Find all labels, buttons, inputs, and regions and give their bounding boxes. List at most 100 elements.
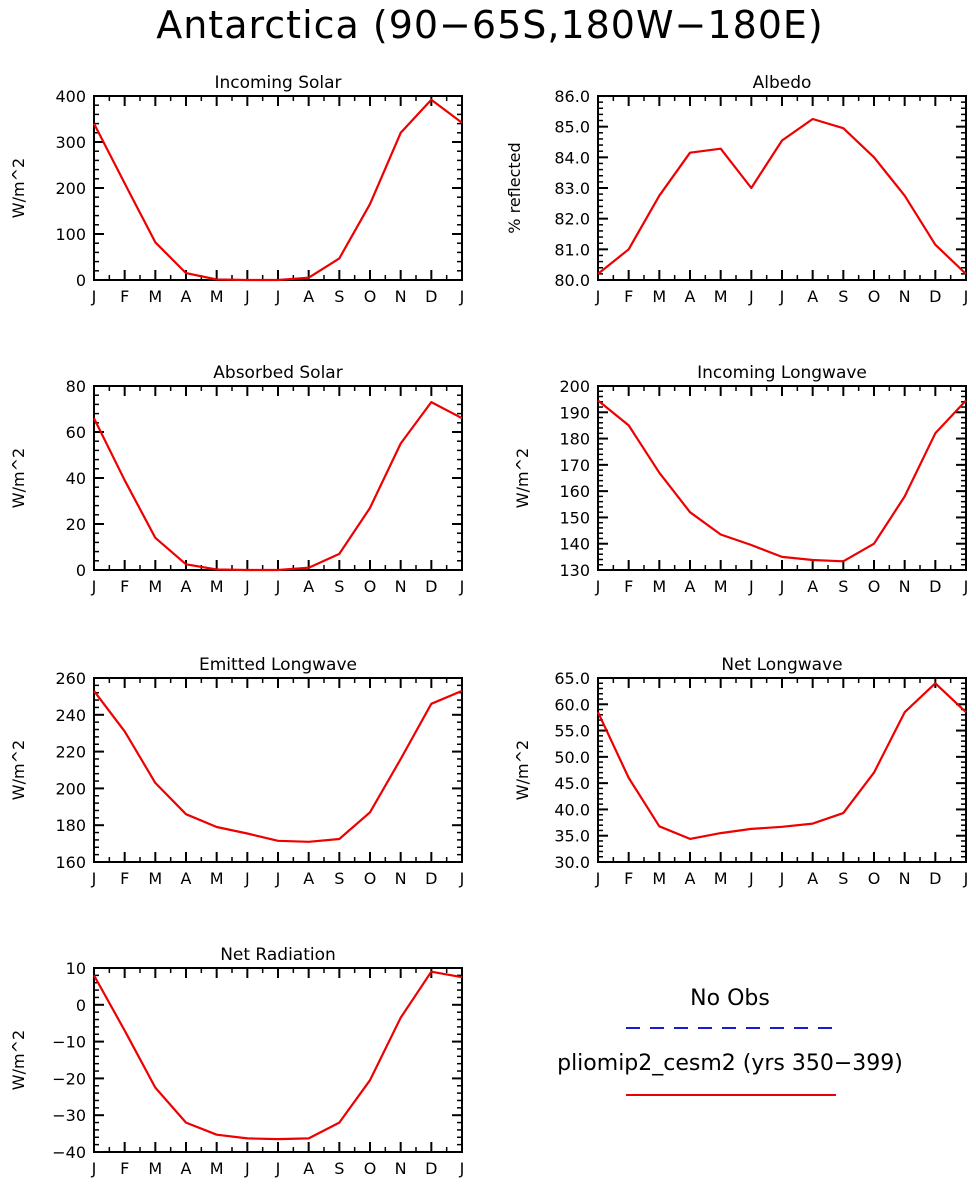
x-tick-label: M	[148, 1159, 162, 1178]
x-tick-label: A	[685, 869, 696, 888]
y-tick-label: 83.0	[554, 179, 590, 198]
y-axis-label: W/m^2	[9, 1030, 28, 1090]
x-tick-label: N	[899, 287, 911, 306]
x-tick-label: A	[181, 1159, 192, 1178]
x-tick-label: M	[210, 577, 224, 596]
x-tick-label: J	[91, 869, 97, 888]
x-tick-label: J	[244, 287, 250, 306]
y-tick-label: 82.0	[554, 210, 590, 229]
x-tick-label: A	[303, 1159, 314, 1178]
x-tick-label: J	[244, 577, 250, 596]
x-tick-label: J	[275, 287, 281, 306]
x-tick-label: J	[459, 1159, 465, 1178]
x-tick-label: M	[210, 1159, 224, 1178]
x-tick-label: D	[425, 577, 437, 596]
y-axis-label: % reflected	[505, 142, 524, 233]
x-tick-label: O	[364, 287, 377, 306]
x-tick-label: J	[275, 1159, 281, 1178]
y-tick-label: 200	[55, 779, 86, 798]
legend-model-label: pliomip2_cesm2 (yrs 350−399)	[557, 1051, 903, 1076]
x-tick-label: S	[334, 577, 344, 596]
y-tick-label: 240	[55, 706, 86, 725]
y-tick-label: 50.0	[554, 748, 590, 767]
x-tick-label: J	[275, 869, 281, 888]
plot-frame	[93, 385, 463, 571]
x-tick-label: A	[181, 577, 192, 596]
series-line-0	[93, 401, 463, 572]
y-tick-label: 130	[559, 561, 590, 580]
x-tick-label: J	[595, 869, 601, 888]
x-tick-label: J	[459, 287, 465, 306]
y-tick-label: 300	[55, 133, 86, 152]
x-tick-label: O	[868, 577, 881, 596]
x-tick-label: F	[120, 577, 129, 596]
panel-title: Absorbed Solar	[213, 363, 342, 383]
x-tick-label: F	[624, 287, 633, 306]
y-tick-label: 20	[66, 515, 86, 534]
y-tick-label: 45.0	[554, 774, 590, 793]
y-tick-label: 200	[55, 179, 86, 198]
y-tick-label: 60.0	[554, 695, 590, 714]
x-tick-label: J	[459, 577, 465, 596]
y-tick-label: 60	[66, 423, 86, 442]
x-tick-label: M	[148, 869, 162, 888]
y-tick-label: 150	[559, 508, 590, 527]
x-tick-label: M	[714, 577, 728, 596]
x-tick-label: N	[899, 577, 911, 596]
x-tick-label: J	[91, 1159, 97, 1178]
panel-title: Emitted Longwave	[199, 655, 357, 675]
series-line-0	[597, 682, 967, 841]
y-tick-label: 400	[55, 87, 86, 106]
series-line-0	[597, 117, 967, 275]
x-tick-label: O	[364, 577, 377, 596]
x-tick-label: M	[714, 287, 728, 306]
y-tick-label: −20	[52, 1069, 86, 1088]
y-tick-label: 65.0	[554, 669, 590, 688]
x-tick-label: F	[624, 869, 633, 888]
x-tick-label: D	[425, 1159, 437, 1178]
series-line-0	[93, 689, 463, 843]
x-tick-label: M	[652, 869, 666, 888]
plot-frame	[93, 677, 463, 863]
x-tick-label: J	[91, 287, 97, 306]
x-tick-label: A	[181, 869, 192, 888]
legend-obs-label: No Obs	[690, 986, 770, 1011]
x-tick-label: J	[459, 869, 465, 888]
series-line-0	[93, 98, 463, 282]
x-tick-label: M	[210, 287, 224, 306]
plot-frame	[93, 95, 463, 281]
y-tick-label: 200	[559, 377, 590, 396]
x-tick-label: A	[303, 869, 314, 888]
y-tick-label: 35.0	[554, 827, 590, 846]
x-tick-label: J	[244, 1159, 250, 1178]
y-tick-label: 85.0	[554, 118, 590, 137]
x-tick-label: J	[779, 287, 785, 306]
x-tick-label: S	[838, 287, 848, 306]
panel-title: Net Radiation	[220, 945, 336, 965]
panel-title: Incoming Longwave	[697, 363, 867, 383]
y-tick-label: 0	[76, 996, 86, 1015]
y-tick-label: 170	[559, 456, 590, 475]
x-tick-label: N	[395, 1159, 407, 1178]
x-tick-label: M	[652, 287, 666, 306]
y-tick-label: 81.0	[554, 240, 590, 259]
y-tick-label: 260	[55, 669, 86, 688]
y-tick-label: −10	[52, 1033, 86, 1052]
x-tick-label: N	[395, 577, 407, 596]
x-tick-label: M	[210, 869, 224, 888]
x-tick-label: J	[963, 577, 969, 596]
x-tick-label: O	[868, 869, 881, 888]
y-tick-label: −40	[52, 1143, 86, 1162]
x-tick-label: J	[748, 287, 754, 306]
y-tick-label: 40.0	[554, 800, 590, 819]
x-tick-label: D	[929, 869, 941, 888]
x-tick-label: J	[779, 869, 785, 888]
legend: No Obs pliomip2_cesm2 (yrs 350−399)	[557, 986, 903, 1096]
x-tick-label: D	[929, 577, 941, 596]
